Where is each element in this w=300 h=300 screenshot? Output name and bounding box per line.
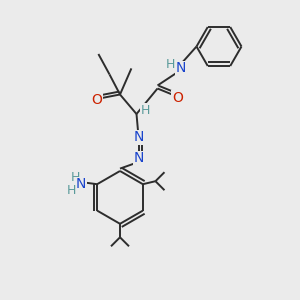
Text: N: N xyxy=(75,177,86,191)
Text: O: O xyxy=(91,93,102,107)
Text: H: H xyxy=(141,104,150,117)
Text: N: N xyxy=(176,61,186,75)
Text: H: H xyxy=(165,58,175,71)
Text: N: N xyxy=(134,130,144,144)
Text: H: H xyxy=(67,184,76,197)
Text: N: N xyxy=(134,152,144,165)
Text: O: O xyxy=(172,91,183,104)
Text: H: H xyxy=(71,171,80,184)
